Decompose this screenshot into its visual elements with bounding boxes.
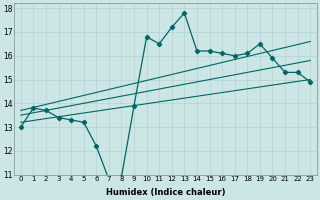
X-axis label: Humidex (Indice chaleur): Humidex (Indice chaleur) <box>106 188 225 197</box>
